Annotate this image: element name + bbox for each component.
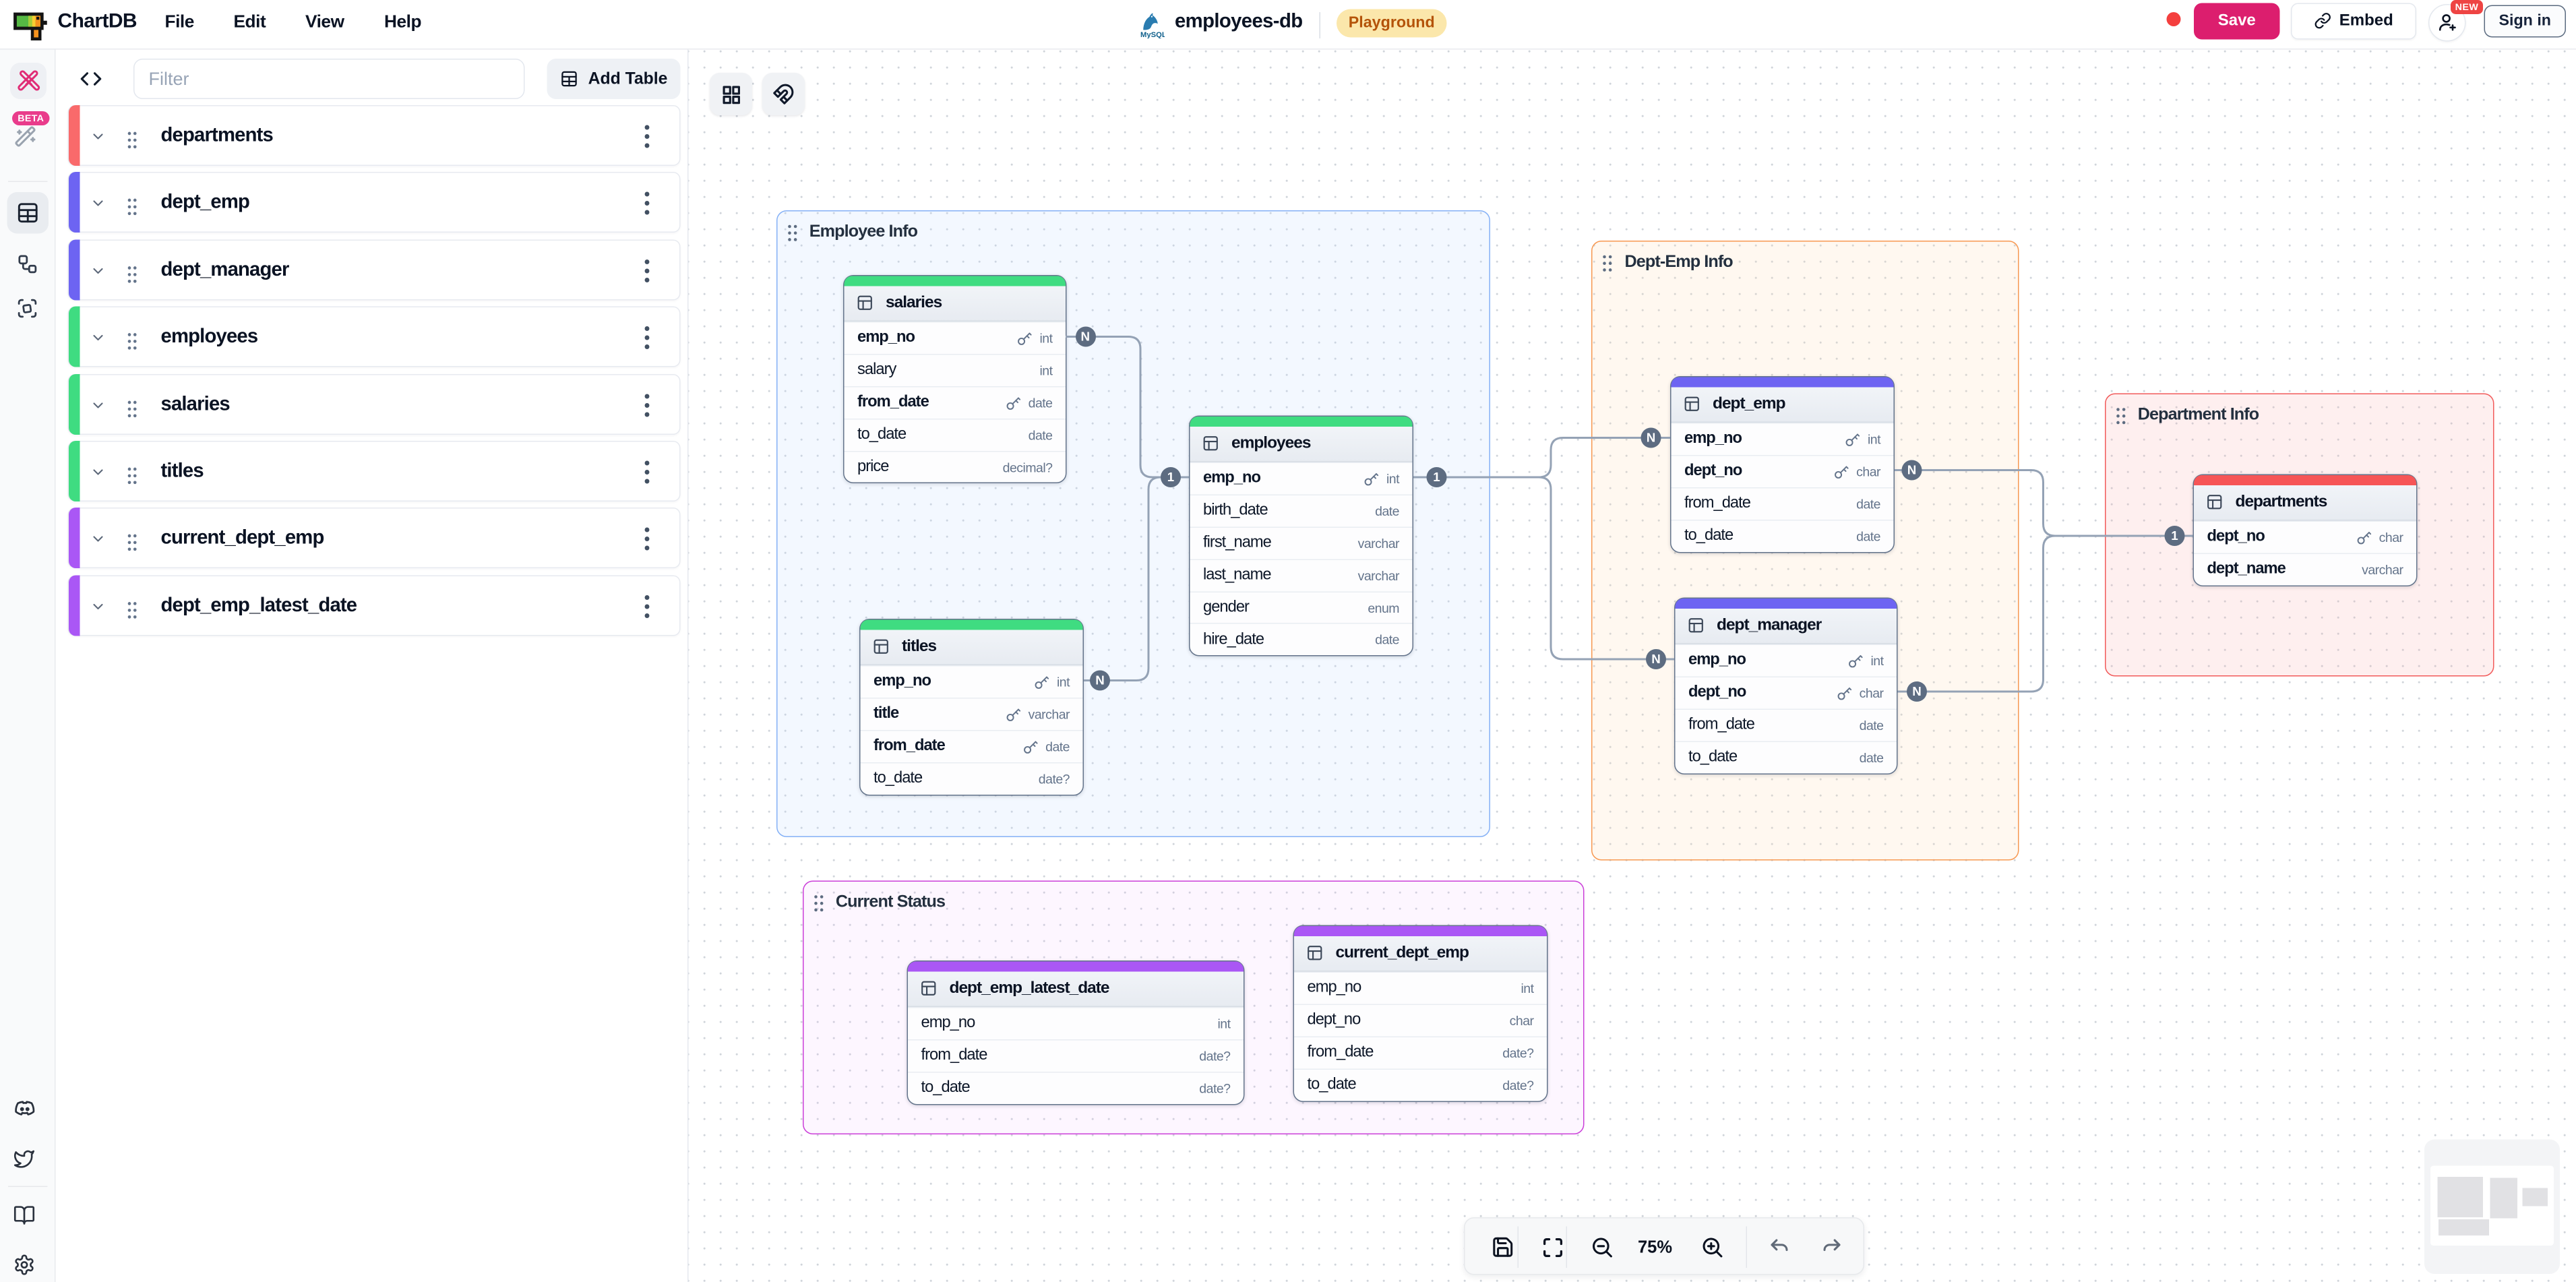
svg-text:MySQL.: MySQL. — [1140, 31, 1165, 38]
